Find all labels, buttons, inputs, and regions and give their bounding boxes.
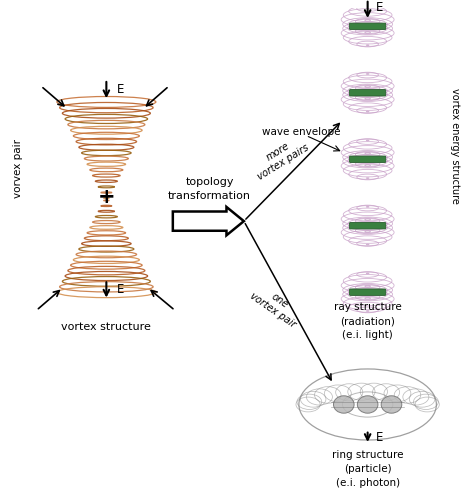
Ellipse shape (357, 396, 378, 413)
Text: more
vortex pairs: more vortex pairs (250, 132, 311, 181)
FancyBboxPatch shape (349, 156, 386, 163)
Text: vortex structure: vortex structure (62, 322, 151, 332)
FancyBboxPatch shape (349, 89, 386, 96)
FancyBboxPatch shape (349, 23, 386, 29)
Text: wave envelope: wave envelope (262, 127, 341, 137)
Text: E: E (376, 1, 383, 14)
Text: ray structure
(radiation)
(e.i. light): ray structure (radiation) (e.i. light) (334, 302, 401, 340)
Text: vortex energy structure: vortex energy structure (450, 87, 460, 203)
Text: E: E (117, 83, 124, 96)
FancyBboxPatch shape (349, 289, 386, 295)
Text: ring structure
(particle)
(e.i. photon): ring structure (particle) (e.i. photon) (332, 450, 403, 489)
FancyArrow shape (173, 207, 244, 236)
Ellipse shape (334, 396, 354, 413)
Text: +: + (98, 187, 115, 207)
Ellipse shape (381, 396, 402, 413)
Text: one
vortex pair: one vortex pair (248, 282, 304, 330)
Text: E: E (376, 431, 383, 444)
FancyBboxPatch shape (349, 223, 386, 229)
Text: topology
transformation: topology transformation (168, 177, 251, 201)
Text: vorvex pair: vorvex pair (13, 139, 23, 198)
Text: E: E (117, 283, 124, 296)
